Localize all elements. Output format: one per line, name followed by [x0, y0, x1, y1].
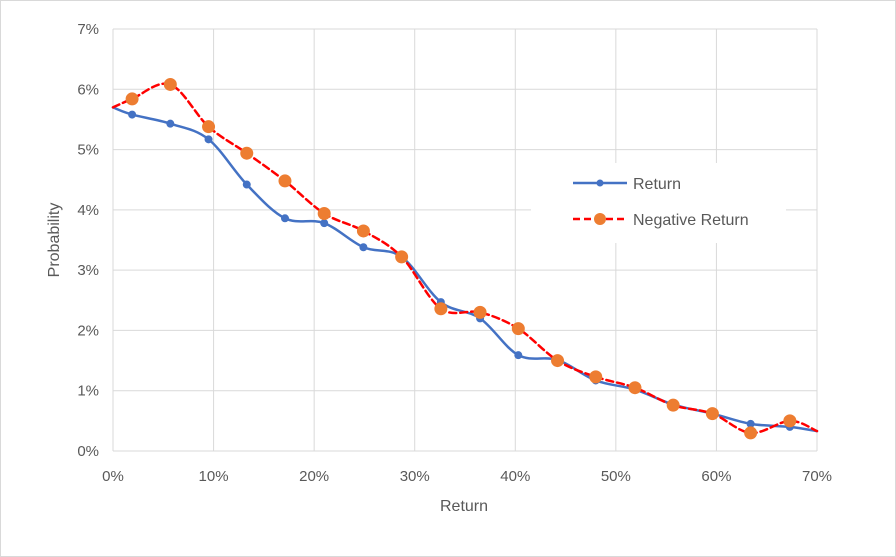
data-point: [320, 219, 329, 228]
data-point: [589, 370, 603, 384]
data-point: [666, 398, 680, 412]
data-point: [705, 407, 719, 421]
data-point: [128, 110, 137, 119]
x-axis-title: Return: [440, 498, 488, 515]
series-layer: [111, 77, 819, 440]
x-tick-label: 40%: [500, 468, 530, 485]
data-point: [278, 174, 292, 188]
data-point: [202, 120, 216, 134]
data-point: [163, 77, 177, 91]
y-tick-label: 6%: [77, 81, 99, 98]
data-point: [125, 92, 139, 106]
x-tick-label: 10%: [199, 468, 229, 485]
legend-label: Return: [633, 176, 681, 193]
x-tick-label: 20%: [299, 468, 329, 485]
data-point: [280, 214, 289, 223]
data-point: [514, 351, 523, 360]
series-negative-return: [111, 77, 819, 440]
legend: Return Negative Return: [531, 163, 786, 243]
legend-swatch-marker: [596, 179, 604, 187]
y-tick-label: 1%: [77, 383, 99, 400]
data-point: [395, 250, 409, 264]
x-tick-label: 60%: [701, 468, 731, 485]
data-point: [628, 381, 642, 395]
series-line: [111, 82, 819, 435]
legend-label: Negative Return: [633, 212, 749, 229]
y-tick-label: 4%: [77, 202, 99, 219]
series-return: [111, 106, 819, 433]
data-point: [356, 224, 370, 238]
legend-box: [531, 163, 786, 243]
data-point: [473, 305, 487, 319]
data-point: [783, 414, 797, 428]
y-tick-label: 2%: [77, 322, 99, 339]
data-point: [242, 180, 251, 189]
data-point: [240, 146, 254, 160]
data-point: [744, 426, 758, 440]
y-axis-title: Probability: [46, 203, 63, 278]
data-point: [317, 206, 331, 220]
data-point: [511, 322, 525, 336]
x-tick-label: 30%: [400, 468, 430, 485]
series-line: [111, 106, 819, 433]
data-point: [166, 119, 175, 128]
x-tick-label: 70%: [802, 468, 832, 485]
y-tick-label: 3%: [77, 262, 99, 279]
data-point: [434, 302, 448, 316]
data-point: [204, 135, 213, 144]
x-tick-label: 50%: [601, 468, 631, 485]
x-tick-labels: 0% 10% 20% 30% 40% 50% 60% 70%: [102, 468, 832, 485]
data-point: [746, 419, 755, 428]
x-tick-label: 0%: [102, 468, 124, 485]
y-tick-label: 0%: [77, 443, 99, 460]
data-point: [551, 354, 565, 368]
y-tick-labels: 0% 1% 2% 3% 4% 5% 6% 7%: [77, 21, 99, 460]
legend-swatch-marker: [594, 213, 606, 225]
y-tick-label: 7%: [77, 21, 99, 38]
y-tick-label: 5%: [77, 142, 99, 159]
data-point: [359, 243, 368, 252]
